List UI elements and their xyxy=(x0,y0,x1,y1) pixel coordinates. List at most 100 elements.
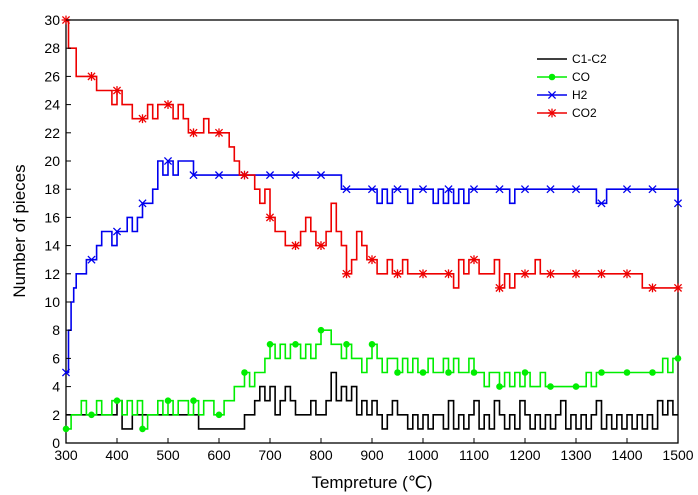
y-tick-label: 16 xyxy=(44,209,60,225)
data-point-marker xyxy=(496,383,503,390)
data-point-marker xyxy=(547,90,557,100)
data-point-marker xyxy=(163,100,173,109)
data-point-marker xyxy=(317,326,325,334)
y-tick-label: 28 xyxy=(44,40,60,56)
x-tick-label: 1000 xyxy=(407,447,438,463)
data-point-marker xyxy=(112,227,122,236)
data-point-marker xyxy=(113,397,121,405)
data-point-marker xyxy=(548,73,556,81)
legend-item: CO xyxy=(537,70,590,84)
data-point-marker xyxy=(214,171,224,180)
data-point-marker xyxy=(623,369,631,376)
y-tick-label: 24 xyxy=(44,97,60,113)
data-point-marker xyxy=(622,185,632,194)
data-point-marker xyxy=(62,425,70,433)
data-point-marker xyxy=(367,185,377,194)
data-point-marker xyxy=(622,269,632,279)
data-point-marker xyxy=(241,369,248,376)
data-point-marker xyxy=(674,355,682,362)
data-point-marker xyxy=(138,199,147,208)
data-point-marker xyxy=(342,185,351,194)
y-tick-label: 12 xyxy=(44,266,60,282)
series-c1-c2 xyxy=(66,371,678,430)
data-point-marker xyxy=(469,255,479,265)
data-point-marker xyxy=(495,185,504,194)
data-point-marker xyxy=(521,369,529,376)
y-tick-label: 20 xyxy=(44,153,60,169)
data-point-marker xyxy=(265,213,275,222)
data-point-marker xyxy=(673,199,683,208)
y-axis-title: Number of pieces xyxy=(10,164,29,297)
y-tick-label: 8 xyxy=(52,322,60,338)
data-point-marker xyxy=(342,269,351,279)
data-point-marker xyxy=(240,170,249,180)
series-co2 xyxy=(61,15,683,293)
legend-label: CO xyxy=(572,70,590,84)
data-point-marker xyxy=(393,185,402,194)
data-point-marker xyxy=(266,341,274,348)
x-tick-label: 600 xyxy=(207,447,231,463)
data-point-marker xyxy=(393,269,402,279)
x-tick-label: 300 xyxy=(54,447,78,463)
data-point-marker xyxy=(597,199,606,208)
data-point-marker xyxy=(470,369,478,376)
x-axis-title: Tempreture (℃) xyxy=(311,473,432,492)
data-point-marker xyxy=(546,185,555,194)
data-point-marker xyxy=(292,341,299,348)
legend-label: CO2 xyxy=(572,106,597,120)
x-axis: 300 400 500 600 700 800 900 1000 1100 1200 1300 140… xyxy=(54,438,694,463)
data-point-marker xyxy=(444,185,453,194)
x-tick-label: 1300 xyxy=(560,447,591,463)
data-point-marker xyxy=(648,185,657,194)
data-point-marker xyxy=(215,411,223,419)
data-point-marker xyxy=(598,369,605,376)
y-tick-label: 0 xyxy=(52,435,60,451)
data-point-marker xyxy=(495,283,504,293)
y-tick-label: 4 xyxy=(52,379,60,395)
data-point-marker xyxy=(649,369,656,376)
legend-item: H2 xyxy=(537,88,588,102)
data-point-marker xyxy=(291,171,300,180)
data-point-marker xyxy=(87,72,96,81)
data-point-marker xyxy=(88,411,95,419)
data-point-marker xyxy=(571,269,581,279)
data-point-marker xyxy=(419,369,427,376)
y-tick-label: 30 xyxy=(44,12,60,28)
data-point-marker xyxy=(520,185,530,194)
data-point-marker xyxy=(87,255,96,264)
series-line xyxy=(66,329,678,430)
data-point-marker xyxy=(291,241,300,250)
y-tick-label: 22 xyxy=(44,125,60,141)
series-line xyxy=(66,371,678,430)
data-point-marker xyxy=(648,283,657,293)
y-tick-label: 10 xyxy=(44,294,60,310)
x-tick-label: 700 xyxy=(258,447,282,463)
data-point-marker xyxy=(418,269,428,279)
data-point-marker xyxy=(139,425,146,433)
data-point-marker xyxy=(316,171,326,180)
data-point-marker xyxy=(368,341,376,348)
data-point-marker xyxy=(265,171,275,180)
x-tick-label: 1400 xyxy=(611,447,642,463)
data-point-marker xyxy=(547,383,554,390)
data-point-marker xyxy=(572,383,580,390)
data-point-marker xyxy=(547,108,557,118)
x-tick-label: 1200 xyxy=(509,447,540,463)
data-point-marker xyxy=(546,269,555,279)
data-point-marker xyxy=(343,341,350,348)
data-point-marker xyxy=(112,86,122,95)
data-point-marker xyxy=(597,269,606,279)
legend: C1-C2 CO H2 CO2 xyxy=(537,52,607,120)
data-point-marker xyxy=(520,269,530,279)
data-point-marker xyxy=(444,269,453,279)
y-tick-label: 6 xyxy=(52,350,60,366)
data-point-marker xyxy=(190,397,197,405)
data-point-marker xyxy=(445,369,452,376)
data-point-marker xyxy=(571,185,581,194)
series-layer xyxy=(61,15,683,433)
y-tick-label: 14 xyxy=(44,238,60,254)
data-point-marker xyxy=(469,185,479,194)
x-tick-label: 1100 xyxy=(459,447,489,463)
